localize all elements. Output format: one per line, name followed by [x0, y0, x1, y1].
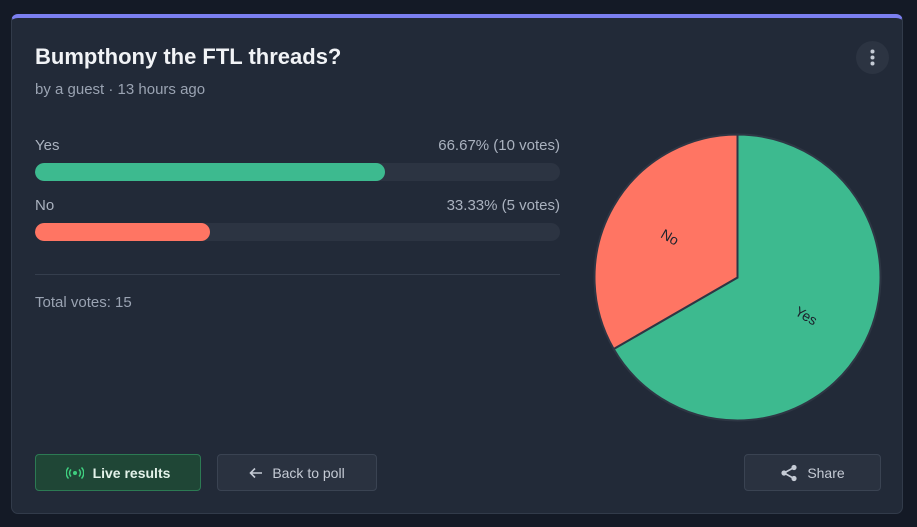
share-button[interactable]: Share: [744, 454, 881, 491]
progress-track: [35, 223, 560, 241]
back-label: Back to poll: [272, 464, 345, 481]
progress-fill: [35, 223, 210, 241]
live-icon: [65, 466, 84, 479]
option-result: 33.33% (5 votes): [446, 197, 560, 214]
poll-meta: by a guest · 13 hours ago: [35, 81, 206, 98]
option-label: Yes: [35, 137, 60, 154]
option-result: 66.67% (10 votes): [438, 137, 560, 154]
menu-icon: [870, 49, 875, 66]
poll-title: Bumpthony the FTL threads?: [35, 44, 342, 69]
live-results-button[interactable]: Live results: [35, 454, 201, 491]
menu-button[interactable]: [856, 41, 889, 74]
pie-slice: [593, 133, 739, 351]
pie-slice: [612, 133, 882, 422]
option-label: No: [35, 197, 55, 214]
share-label: Share: [807, 464, 845, 481]
total-votes: Total votes: 15: [35, 294, 132, 311]
progress-track: [35, 163, 560, 181]
share-icon: [781, 464, 797, 481]
progress-fill: [35, 163, 386, 181]
divider: [35, 274, 560, 275]
back-button[interactable]: Back to poll: [217, 454, 377, 491]
pie-label: No: [658, 226, 682, 249]
back-icon: [249, 467, 263, 478]
live-results-label: Live results: [92, 464, 171, 481]
